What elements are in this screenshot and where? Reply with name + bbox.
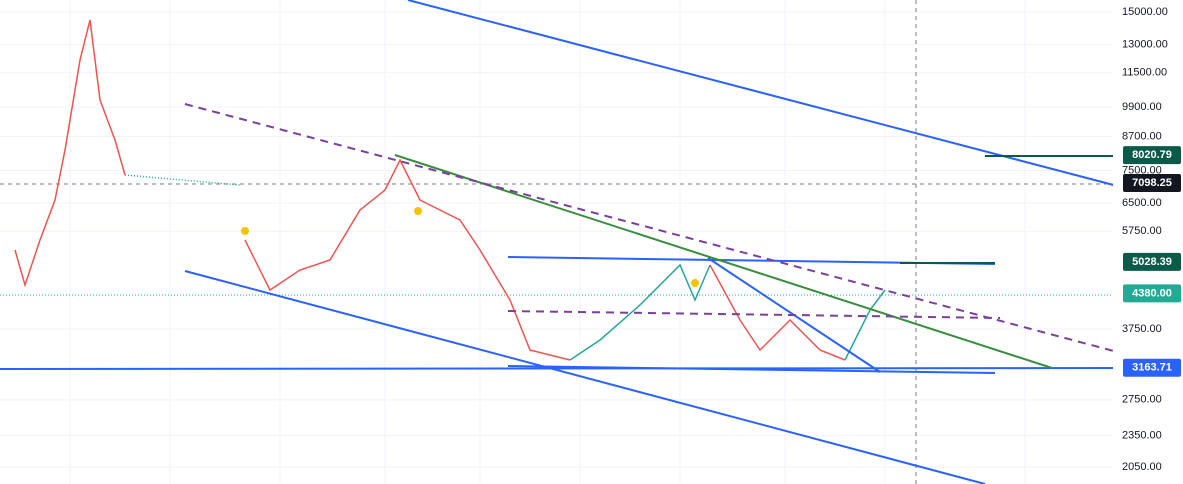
price-axis — [1113, 0, 1183, 484]
price-tick-label: 9900.00 — [1122, 101, 1162, 113]
price-tick-label: 15000.00 — [1122, 6, 1168, 18]
price-tick-label: 2750.00 — [1122, 394, 1162, 406]
price-tick-label: 7500.00 — [1122, 164, 1162, 176]
price-tag — [1123, 284, 1181, 303]
price-axis-labels: 15000.00 13000.00 11500.00 9900.00 8700.00 75… — [1122, 6, 1181, 473]
horizontal-grid — [0, 11, 1113, 468]
price-tick-label: 11500.00 — [1122, 67, 1167, 79]
drawings — [0, 0, 1126, 484]
price-candles — [14, 19, 886, 361]
price-tick-label: 6500.00 — [1122, 197, 1162, 209]
price-tick-label: 2050.00 — [1122, 461, 1162, 473]
price-tag — [1123, 358, 1181, 377]
price-tag — [1123, 146, 1181, 165]
price-tick-label: 2350.00 — [1122, 430, 1162, 442]
price-tag-label: 8020.79 — [1132, 149, 1172, 161]
price-tag-label: 5028.39 — [1132, 256, 1172, 268]
price-tag — [1123, 252, 1181, 271]
price-tick-label: 13000.00 — [1122, 39, 1168, 51]
price-tag — [1123, 174, 1181, 193]
price-tick-label: 3750.00 — [1122, 323, 1162, 335]
vertical-grid — [69, 0, 1026, 484]
price-tag-label: 7098.25 — [1132, 177, 1172, 189]
price-tag-label: 4380.00 — [1132, 287, 1172, 299]
price-tag-label: 3163.71 — [1132, 362, 1172, 374]
price-tick-label: 8700.00 — [1122, 130, 1162, 142]
price-tick-label: 5750.00 — [1122, 225, 1162, 237]
